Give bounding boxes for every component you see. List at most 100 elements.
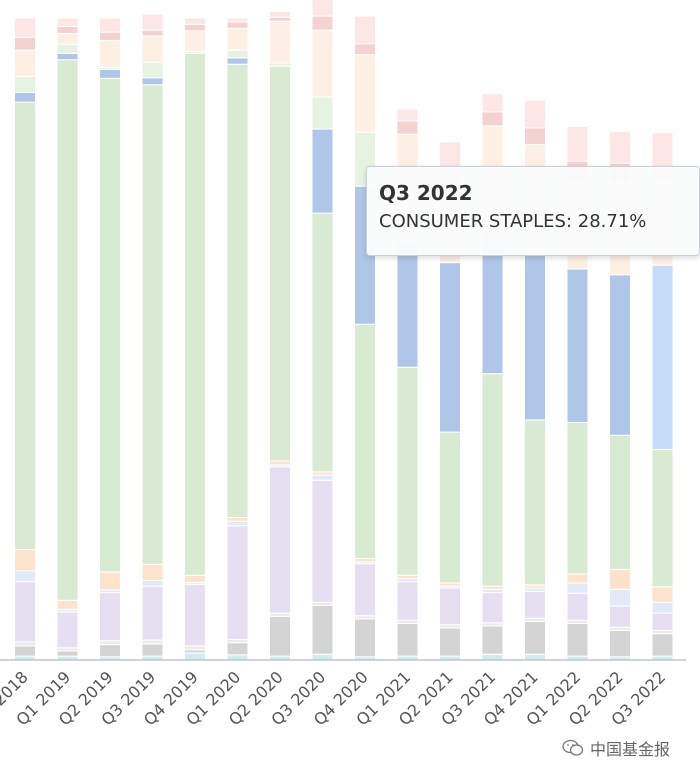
bar-segment[interactable] [184,17,206,25]
bar-segment[interactable] [566,573,589,584]
bar-segment[interactable] [311,212,334,473]
bar-segment[interactable] [566,125,589,162]
bar-segment[interactable] [226,654,249,661]
bar-segment[interactable] [99,640,121,646]
bar-segment[interactable] [14,570,36,583]
bar-segment[interactable] [141,84,164,565]
bar-segment[interactable] [56,599,79,610]
bar-segment[interactable] [14,49,36,77]
bar-segment[interactable] [651,448,674,588]
bar-segment[interactable] [311,653,334,661]
bar-segment[interactable] [481,373,504,587]
bar-segment[interactable] [141,61,164,79]
bar-segment[interactable] [141,35,164,63]
bar-stack[interactable] [311,0,334,661]
bar-segment[interactable] [311,29,334,98]
bar-segment[interactable] [524,99,546,129]
bar-segment[interactable] [396,581,419,621]
bar-segment[interactable] [609,274,631,436]
bar-segment[interactable] [99,31,121,41]
bar-stack[interactable] [184,17,206,661]
bar-segment[interactable] [354,563,376,617]
bar-segment[interactable] [609,131,631,164]
bar-segment[interactable] [311,96,334,130]
bar-segment[interactable] [184,574,206,583]
bar-segment[interactable] [609,629,631,658]
bar-segment[interactable] [396,108,419,122]
bar-segment[interactable] [141,643,164,657]
bar-segment[interactable] [481,653,504,661]
bar-segment[interactable] [14,101,36,551]
bar-segment[interactable] [269,20,291,64]
bar-stack[interactable] [99,17,121,661]
bar-stack[interactable] [56,17,79,661]
bar-segment[interactable] [14,641,36,647]
bar-segment[interactable] [99,39,121,68]
bar-segment[interactable] [651,601,674,614]
bar-segment[interactable] [184,30,206,52]
bar-segment[interactable] [14,549,36,572]
bar-segment[interactable] [56,650,79,657]
bar-segment[interactable] [524,253,546,421]
bar-segment[interactable] [609,434,631,570]
bar-segment[interactable] [226,17,249,23]
bar-segment[interactable] [396,240,419,368]
bar-segment[interactable] [141,29,164,37]
bar-stack[interactable] [269,11,291,661]
bar-segment[interactable] [56,25,79,34]
bar-stack[interactable] [354,15,376,661]
bar-segment[interactable] [439,431,461,584]
bar-stack[interactable] [651,132,674,661]
bar-segment[interactable] [184,652,206,661]
bar-segment[interactable] [396,120,419,135]
bar-segment[interactable] [609,568,631,590]
bar-segment[interactable] [14,581,36,643]
bar-segment[interactable] [226,516,249,522]
bar-segment[interactable] [56,43,79,54]
bar-segment[interactable] [141,77,164,86]
bar-segment[interactable] [14,36,36,51]
bar-segment[interactable] [14,17,36,38]
bar-segment[interactable] [566,582,589,594]
bar-segment[interactable] [184,52,206,576]
bar-segment[interactable] [566,421,589,575]
bar-segment[interactable] [311,128,334,214]
bar-segment[interactable] [439,262,461,433]
bar-stack[interactable] [141,13,164,661]
bar-segment[interactable] [311,474,334,481]
bar-segment[interactable] [439,627,461,657]
bar-segment[interactable] [184,23,206,32]
bar-segment[interactable] [141,585,164,641]
bar-segment[interactable] [226,520,249,527]
bar-segment[interactable] [354,54,376,133]
bar-segment[interactable] [481,93,504,113]
bar-segment[interactable] [311,0,334,17]
bar-segment[interactable] [524,590,546,619]
bar-stack[interactable] [14,17,36,661]
bar-segment[interactable] [226,57,249,65]
bar-segment[interactable] [609,588,631,607]
bar-segment[interactable] [14,75,36,93]
bar-segment[interactable] [226,49,249,59]
bar-segment[interactable] [269,460,291,466]
bar-segment[interactable] [226,63,249,518]
bar-segment[interactable] [311,15,334,31]
bar-segment[interactable] [226,525,249,640]
bar-segment[interactable] [141,579,164,587]
bar-segment[interactable] [56,32,79,45]
bar-segment[interactable] [481,592,504,624]
bar-segment[interactable] [311,604,334,655]
bar-segment[interactable] [56,59,79,601]
bar-segment[interactable] [354,618,376,658]
bar-segment[interactable] [269,11,291,18]
bar-segment[interactable] [524,127,546,145]
bar-segment[interactable] [99,77,121,573]
bar-segment[interactable] [56,17,79,27]
bar-segment[interactable] [481,625,504,655]
bar-segment[interactable] [354,15,376,45]
bar-segment[interactable] [269,16,291,22]
bar-segment[interactable] [99,68,121,79]
bar-segment[interactable] [99,17,121,33]
bar-segment[interactable] [226,642,249,656]
bar-segment[interactable] [354,43,376,56]
